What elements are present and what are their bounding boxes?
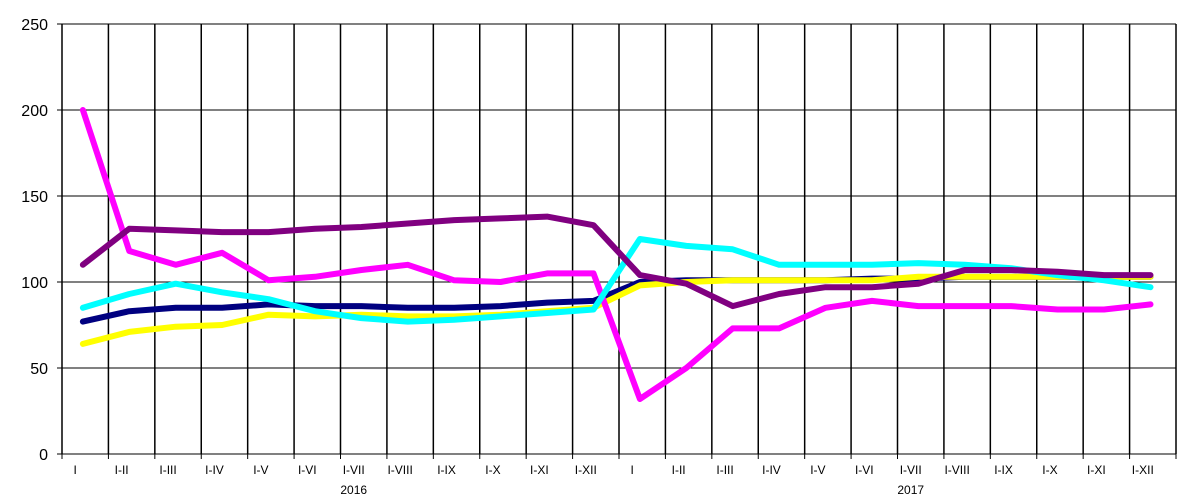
series-5 xyxy=(79,213,1154,310)
x-tick-label: I-VII xyxy=(343,463,365,477)
x-tick-label: I-X xyxy=(485,463,500,477)
x-tick-label: I-XI xyxy=(530,463,549,477)
x-tick-label: I-VII xyxy=(900,463,922,477)
x-tick-label: I-V xyxy=(810,463,825,477)
x-tick-label: I xyxy=(631,463,634,477)
year-label: 2016 xyxy=(340,483,367,497)
series-lines xyxy=(79,107,1154,402)
y-tick-label: 100 xyxy=(21,275,48,292)
x-tick-label: I-XI xyxy=(1087,463,1106,477)
x-tick-label: I-II xyxy=(672,463,686,477)
series-3 xyxy=(79,107,1154,402)
x-tick-label: I-III xyxy=(159,463,176,477)
y-tick-label: 0 xyxy=(39,447,48,464)
x-tick-label: I-IX xyxy=(994,463,1013,477)
y-tick-label: 50 xyxy=(30,361,48,378)
y-axis-ticks: 0 50 100 150 200 250 xyxy=(21,17,48,464)
y-tick-label: 250 xyxy=(21,17,48,34)
x-tick-label: I-XII xyxy=(1132,463,1154,477)
grid xyxy=(57,23,1177,459)
x-tick-label: I-VIII xyxy=(387,463,412,477)
series-line xyxy=(79,236,1154,325)
series-line xyxy=(79,213,1154,310)
x-tick-label: I-IX xyxy=(437,463,456,477)
series-line xyxy=(79,107,1154,402)
y-tick-label: 150 xyxy=(21,189,48,206)
x-tick-label: I-II xyxy=(115,463,129,477)
x-tick-label: I-VI xyxy=(298,463,317,477)
series-line xyxy=(79,273,1154,347)
y-tick-label: 200 xyxy=(21,103,48,120)
x-tick-label: I-V xyxy=(253,463,268,477)
x-tick-label: I-III xyxy=(716,463,733,477)
year-labels: 2016 2017 xyxy=(340,483,924,497)
x-tick-label: I-X xyxy=(1042,463,1057,477)
year-label: 2017 xyxy=(897,483,924,497)
x-tick-label: I-VI xyxy=(855,463,874,477)
x-tick-label: I xyxy=(74,463,77,477)
x-tick-label: I-VIII xyxy=(944,463,969,477)
x-tick-label: I-IV xyxy=(205,463,224,477)
x-tick-label: I-IV xyxy=(762,463,781,477)
x-axis-ticks: I I-II I-III I-IV I-V I-VI I-VII I-VIII I-IX I-X I… xyxy=(74,463,1154,477)
x-tick-label: I-XII xyxy=(575,463,597,477)
